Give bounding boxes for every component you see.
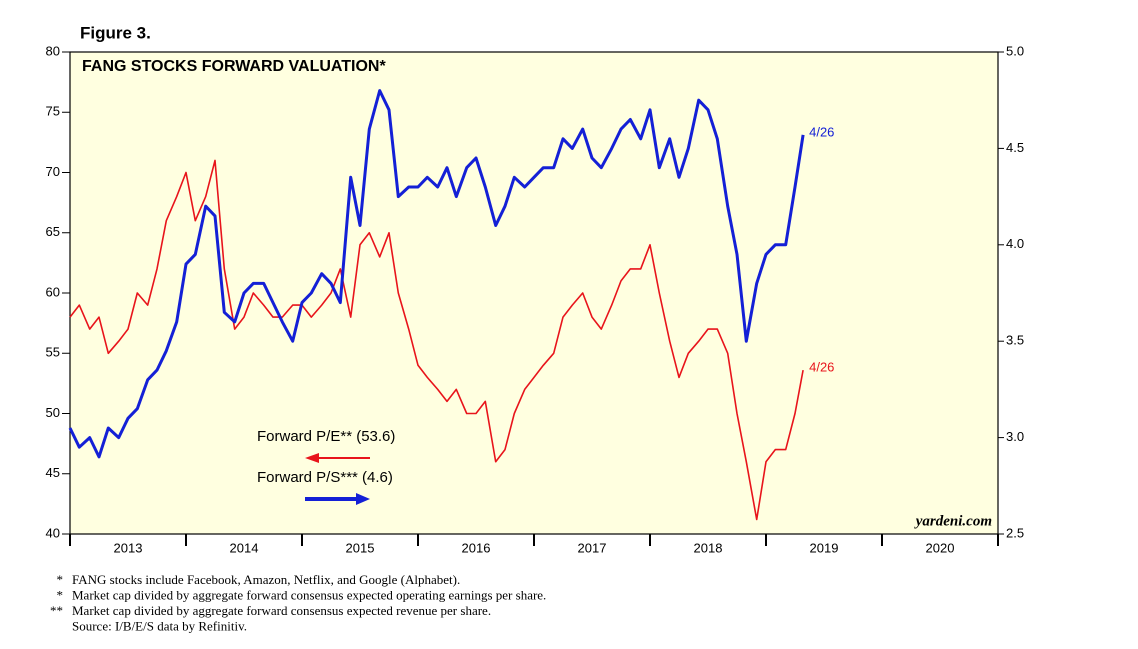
legend-label: Forward P/E** (53.6)	[257, 428, 395, 445]
x-tick-label: 2016	[462, 540, 491, 555]
watermark: yardeni.com	[914, 513, 992, 529]
figure-label: Figure 3.	[80, 23, 151, 42]
x-tick-label: 2015	[346, 540, 375, 555]
x-tick-label: 2018	[694, 540, 723, 555]
y-tick-label: 60	[46, 284, 60, 299]
y-tick-label: 50	[46, 405, 60, 420]
y-tick-label: 40	[46, 525, 60, 540]
footnote-mark: **	[50, 603, 63, 618]
end-label: 4/26	[809, 360, 834, 375]
footnote-mark: *	[57, 572, 64, 587]
footnote: Market cap divided by aggregate forward …	[72, 587, 546, 602]
series-line	[68, 89, 805, 459]
y-tick-label: 80	[46, 43, 60, 58]
y2-tick-label: 4.5	[1006, 140, 1024, 155]
legend-arrowhead	[305, 453, 319, 463]
legend-arrowhead	[356, 493, 370, 505]
y2-tick-label: 3.0	[1006, 429, 1024, 444]
footnote: Market cap divided by aggregate forward …	[72, 603, 491, 618]
footnote-mark: *	[57, 587, 64, 602]
plot-area	[69, 51, 999, 535]
y-tick-label: 70	[46, 164, 60, 179]
footnote: FANG stocks include Facebook, Amazon, Ne…	[72, 572, 460, 587]
y2-tick-label: 5.0	[1006, 43, 1024, 58]
y2-tick-label: 3.5	[1006, 333, 1024, 348]
y2-tick-label: 4.0	[1006, 236, 1024, 251]
series-line	[69, 159, 804, 521]
legend-label: Forward P/S*** (4.6)	[257, 469, 393, 486]
y2-tick-label: 2.5	[1006, 525, 1024, 540]
footnote: Source: I/B/E/S data by Refinitiv.	[72, 618, 247, 633]
y-tick-label: 65	[46, 224, 60, 239]
y-tick-label: 45	[46, 465, 60, 480]
x-tick-label: 2019	[810, 540, 839, 555]
chart-title: FANG STOCKS FORWARD VALUATION*	[82, 58, 386, 75]
x-tick-label: 2014	[230, 540, 259, 555]
x-tick-label: 2013	[114, 540, 143, 555]
y-tick-label: 55	[46, 345, 60, 360]
x-tick-label: 2020	[926, 540, 955, 555]
y-tick-label: 75	[46, 104, 60, 119]
end-label: 4/26	[809, 124, 834, 139]
x-tick-label: 2017	[578, 540, 607, 555]
